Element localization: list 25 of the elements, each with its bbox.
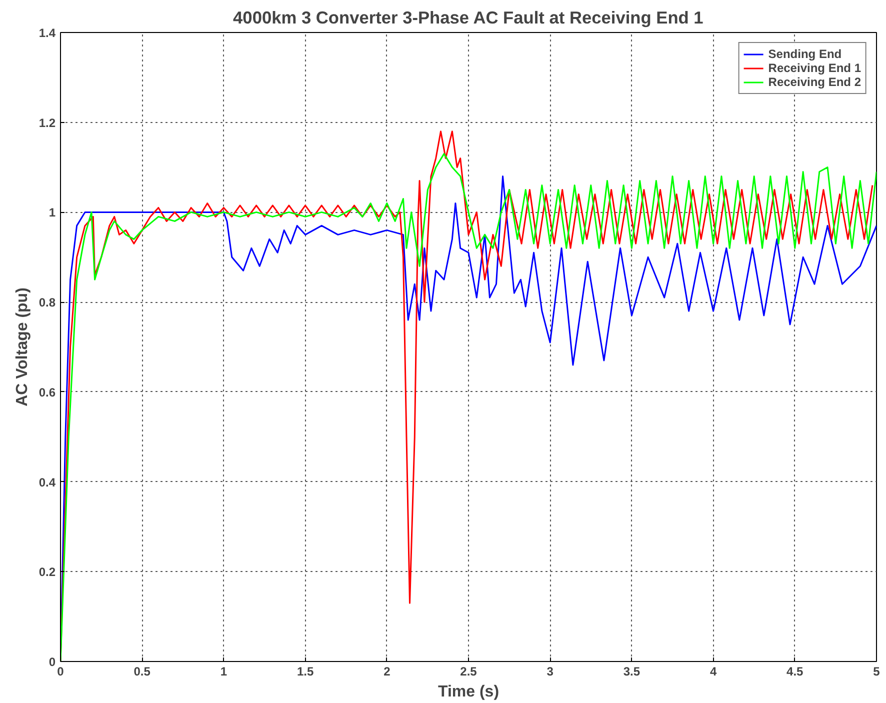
y-tick-label: 0.2: [38, 565, 56, 580]
x-tick-label: 3: [546, 664, 554, 678]
x-tick-label: 1: [220, 664, 228, 678]
y-axis-title: AC Voltage (pu): [14, 288, 31, 406]
y-tick-label: 0.8: [38, 296, 56, 310]
y-tick-label: 0.6: [38, 385, 56, 400]
y-tick-label: 1: [48, 206, 56, 220]
y-tick-label: 1.4: [38, 26, 56, 40]
x-tick-label: 3.5: [623, 664, 640, 678]
legend-label: Receiving End 1: [768, 61, 861, 75]
x-tick-label: 2.5: [460, 664, 478, 678]
chart-title: 4000km 3 Converter 3-Phase AC Fault at Receiving End 1: [233, 8, 704, 28]
y-tick-label: 0: [48, 655, 56, 669]
x-tick-label: 0: [57, 664, 64, 678]
x-tick-label: 2: [384, 664, 391, 678]
x-tick-label: 1.5: [296, 664, 314, 678]
y-tick-label: 0.4: [38, 475, 56, 490]
x-tick-label: 4.5: [786, 664, 804, 678]
legend-label: Receiving End 2: [768, 75, 861, 89]
x-tick-label: 0.5: [134, 664, 151, 678]
legend-label: Sending End: [768, 47, 842, 61]
x-axis-title: Time (s): [438, 684, 500, 700]
x-tick-label: 5: [873, 664, 880, 678]
y-tick-label: 1.2: [38, 116, 56, 130]
x-tick-label: 4: [710, 664, 717, 678]
